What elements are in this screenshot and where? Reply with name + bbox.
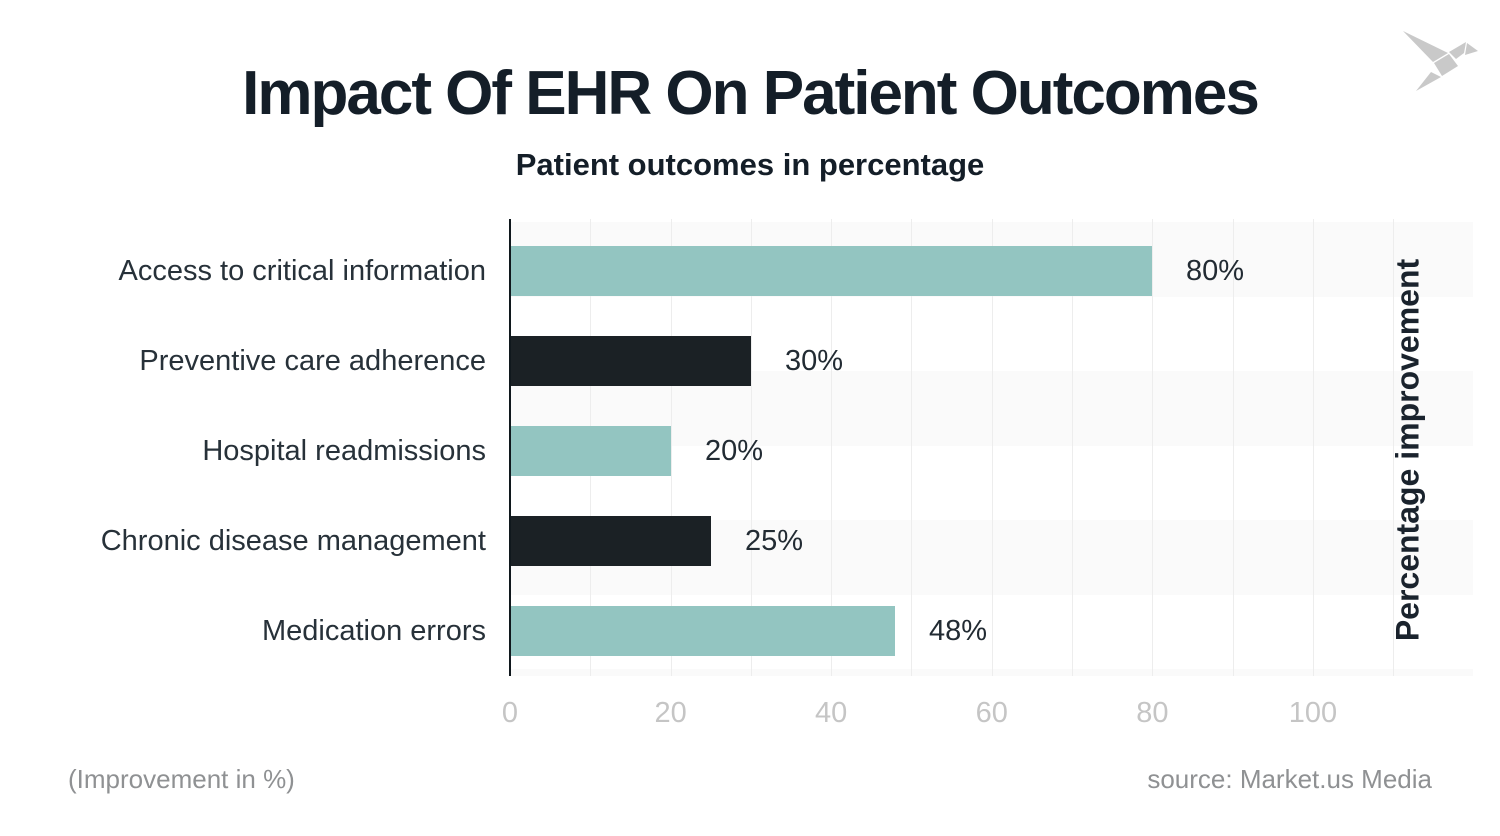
- y-axis-line: [509, 219, 511, 676]
- x-tick-label: 60: [975, 697, 1008, 729]
- data-label: 20%: [705, 435, 764, 467]
- data-label: 48%: [929, 614, 988, 647]
- gridline: [1152, 219, 1153, 676]
- x-tick-label: 80: [1136, 697, 1169, 729]
- data-label: 30%: [785, 345, 844, 377]
- background-stripe: [510, 669, 1473, 676]
- bar-5: [510, 605, 895, 656]
- gridline: [1313, 219, 1314, 676]
- gridline: [1072, 219, 1073, 676]
- gridline: [992, 219, 993, 676]
- category-label: Access to critical information: [118, 255, 486, 287]
- plot-area: [510, 219, 1473, 676]
- bar-2: [510, 336, 751, 386]
- improvement-note: (Improvement in %): [68, 764, 295, 794]
- gridline: [911, 219, 912, 676]
- bar-1: [510, 246, 1152, 296]
- category-label: Chronic disease management: [100, 525, 486, 557]
- category-label: Medication errors: [261, 614, 486, 647]
- data-label: 80%: [1186, 255, 1245, 287]
- bar-4: [510, 516, 711, 566]
- source-credit: source: Market.us Media: [1147, 764, 1432, 794]
- chart-subtitle: Patient outcomes in percentage: [515, 147, 985, 182]
- right-axis-label: Percentage improvement: [1389, 258, 1426, 642]
- gridline: [671, 219, 672, 676]
- category-label: Preventive care adherence: [139, 345, 486, 377]
- gridline: [1233, 219, 1234, 676]
- origami-bird-logo-icon: [1403, 31, 1478, 91]
- x-tick-label: 20: [654, 697, 687, 729]
- page-title: Impact Of EHR On Patient Outcomes: [242, 59, 1260, 128]
- x-tick-label: 0: [501, 697, 519, 729]
- x-tick-label: 40: [815, 697, 848, 729]
- data-label: 25%: [745, 525, 804, 557]
- category-label: Hospital readmissions: [202, 435, 486, 467]
- x-tick-label: 100: [1288, 697, 1338, 729]
- gridline: [751, 219, 752, 676]
- gridline: [1393, 219, 1394, 676]
- gridline: [831, 219, 832, 676]
- bar-3: [510, 426, 671, 476]
